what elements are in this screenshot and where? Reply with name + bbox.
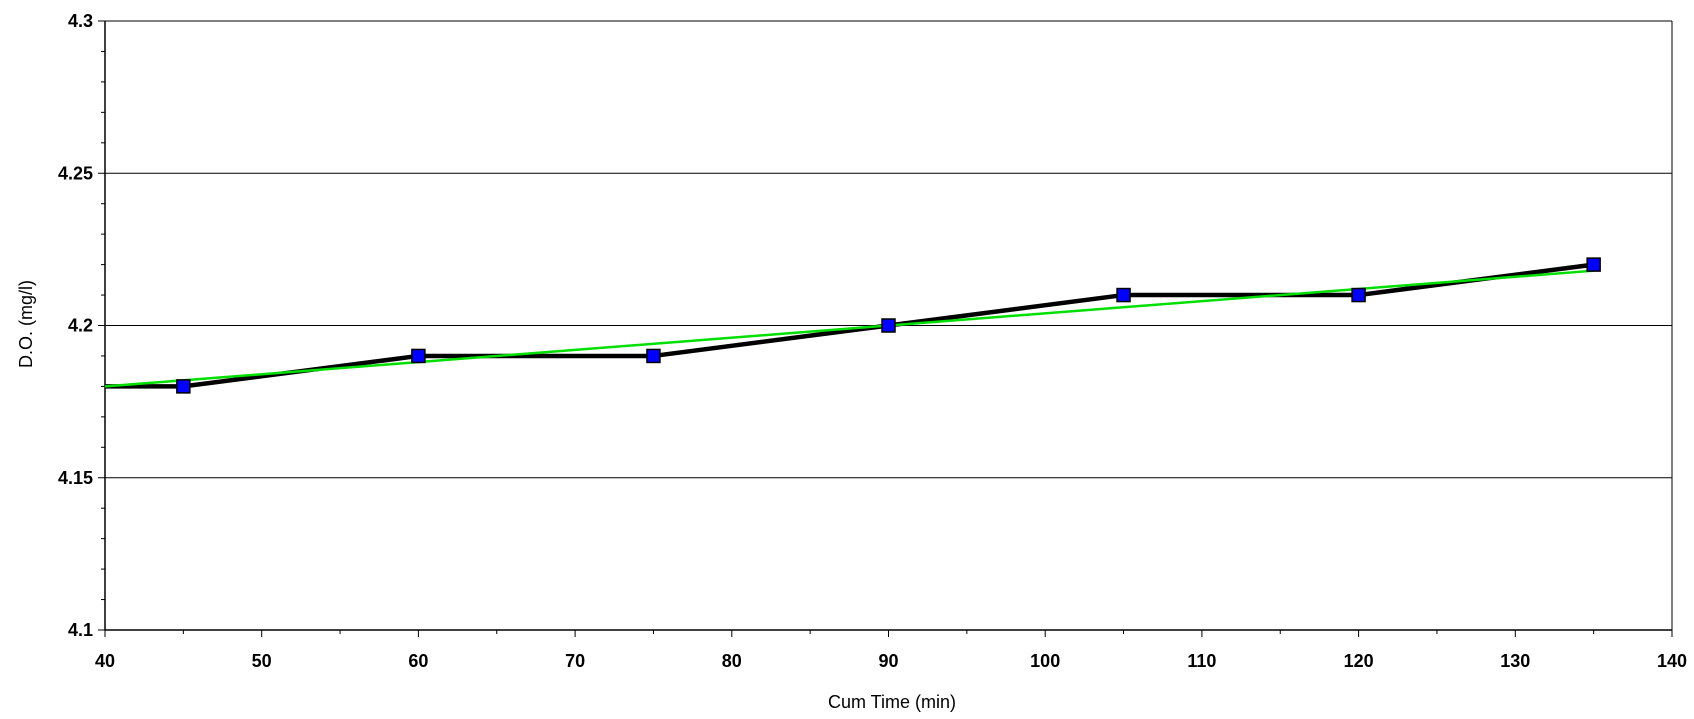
x-tick-label-10: 140 bbox=[1657, 651, 1687, 671]
x-tick-label-1: 50 bbox=[252, 651, 272, 671]
series-layer bbox=[105, 257, 1601, 394]
x-tick-label-0: 40 bbox=[95, 651, 115, 671]
x-tick-label-5: 90 bbox=[878, 651, 898, 671]
measured-point-5 bbox=[1116, 287, 1131, 303]
y-tick-label-0: 4.1 bbox=[68, 620, 93, 640]
y-tick-label-2: 4.2 bbox=[68, 316, 93, 336]
trendline-series-line bbox=[105, 269, 1594, 388]
y-axis-title: D.O. (mg/l) bbox=[16, 280, 36, 368]
measured-point-3 bbox=[646, 348, 661, 364]
measured-point-7 bbox=[1586, 257, 1601, 272]
labels-layer: 4.1 4.15 4.2 4.25 4.3 40 50 60 70 80 90 100 110 120 13… bbox=[58, 11, 1687, 671]
x-tick-label-9: 130 bbox=[1500, 651, 1530, 671]
x-tick-label-4: 80 bbox=[722, 651, 742, 671]
axes-layer bbox=[98, 20, 1673, 637]
x-tick-label-2: 60 bbox=[408, 651, 428, 671]
measured-point-1 bbox=[176, 379, 191, 394]
x-axis-title: Cum Time (min) bbox=[828, 692, 956, 712]
measured-point-4 bbox=[881, 318, 896, 333]
measured-point-6 bbox=[1351, 287, 1366, 303]
measured-series-line bbox=[105, 262, 1594, 389]
x-tick-label-6: 100 bbox=[1030, 651, 1060, 671]
measured-point-2 bbox=[411, 348, 426, 364]
x-tick-label-3: 70 bbox=[565, 651, 585, 671]
x-tick-label-8: 120 bbox=[1344, 651, 1374, 671]
y-tick-label-1: 4.15 bbox=[58, 468, 93, 488]
y-tick-label-4: 4.3 bbox=[68, 11, 93, 31]
x-tick-label-7: 110 bbox=[1187, 651, 1216, 671]
y-tick-label-3: 4.25 bbox=[58, 163, 93, 183]
